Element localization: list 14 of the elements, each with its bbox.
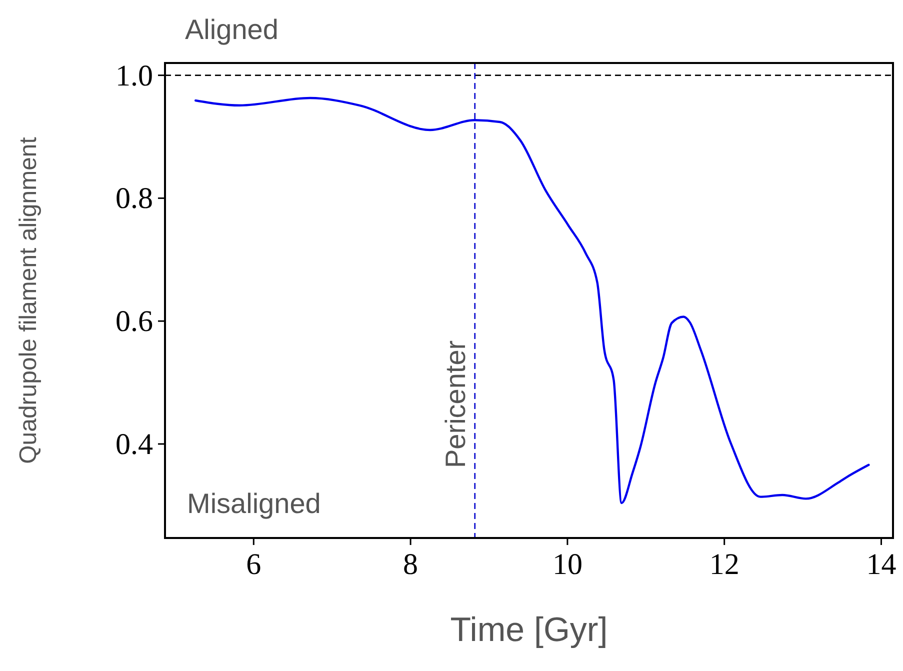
x-tick-label: 10	[552, 548, 582, 581]
x-tick-label: 12	[709, 548, 740, 581]
ref-line-label: Pericenter	[440, 340, 471, 468]
y-axis-title: Quadrupole filament alignment	[15, 136, 42, 464]
x-tick-label: 8	[403, 548, 418, 581]
x-tick-label: 6	[246, 548, 262, 581]
y-tick-label: 0.6	[116, 305, 153, 338]
y-tick-label: 0.8	[116, 182, 153, 216]
x-axis-title: Time [Gyr]	[450, 611, 608, 649]
annotation: Misaligned	[187, 488, 321, 519]
x-tick-label: 14	[866, 548, 896, 581]
y-tick-label: 0.4	[116, 428, 153, 461]
text: Aligned	[185, 14, 278, 45]
y-tick-label: 1.0	[116, 59, 153, 92]
